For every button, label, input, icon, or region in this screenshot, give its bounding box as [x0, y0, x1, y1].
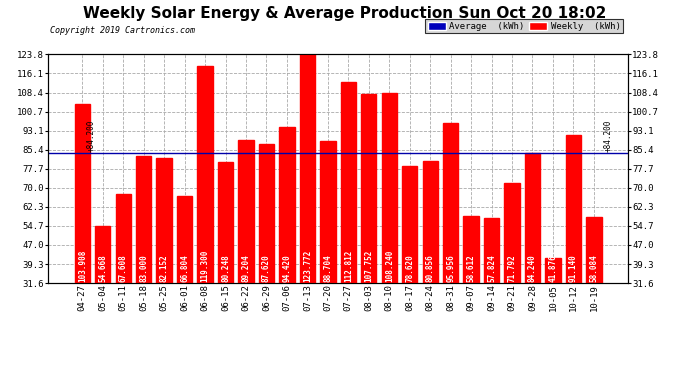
Text: 95.956: 95.956	[446, 254, 455, 282]
Bar	[157, 158, 172, 283]
Text: 107.752: 107.752	[364, 249, 373, 282]
Text: 57.824: 57.824	[487, 254, 496, 282]
Text: 82.152: 82.152	[159, 254, 168, 282]
Text: 58.084: 58.084	[589, 254, 598, 282]
Text: 87.620: 87.620	[262, 254, 271, 282]
Bar	[464, 216, 479, 283]
Text: 80.248: 80.248	[221, 254, 230, 282]
Text: +84.200: +84.200	[604, 120, 613, 152]
Bar	[586, 217, 602, 283]
Text: 112.812: 112.812	[344, 249, 353, 282]
Bar	[279, 127, 295, 283]
Legend: Average  (kWh), Weekly  (kWh): Average (kWh), Weekly (kWh)	[425, 19, 623, 33]
Bar	[75, 104, 90, 283]
Bar	[545, 258, 561, 283]
Text: 66.804: 66.804	[180, 254, 189, 282]
Bar	[525, 153, 540, 283]
Text: 84.240: 84.240	[528, 254, 537, 282]
Text: 78.620: 78.620	[405, 254, 414, 282]
Bar	[197, 66, 213, 283]
Bar	[238, 140, 254, 283]
Bar	[361, 94, 377, 283]
Bar	[402, 166, 417, 283]
Bar	[115, 194, 131, 283]
Text: 67.608: 67.608	[119, 254, 128, 282]
Text: 123.772: 123.772	[303, 249, 312, 282]
Bar	[382, 93, 397, 283]
Bar	[484, 218, 500, 283]
Bar	[177, 196, 193, 283]
Text: 54.668: 54.668	[98, 254, 107, 282]
Text: 89.204: 89.204	[241, 254, 250, 282]
Bar	[95, 226, 110, 283]
Text: 94.420: 94.420	[282, 254, 291, 282]
Bar	[136, 156, 151, 283]
Bar	[320, 141, 335, 283]
Text: Weekly Solar Energy & Average Production Sun Oct 20 18:02: Weekly Solar Energy & Average Production…	[83, 6, 607, 21]
Text: 83.000: 83.000	[139, 254, 148, 282]
Bar	[218, 162, 233, 283]
Text: 80.856: 80.856	[426, 254, 435, 282]
Bar	[259, 144, 274, 283]
Text: 71.792: 71.792	[508, 254, 517, 282]
Text: Copyright 2019 Cartronics.com: Copyright 2019 Cartronics.com	[50, 26, 195, 35]
Text: 103.908: 103.908	[78, 249, 87, 282]
Bar	[566, 135, 581, 283]
Text: 58.612: 58.612	[466, 254, 475, 282]
Bar	[443, 123, 458, 283]
Text: 108.240: 108.240	[385, 249, 394, 282]
Text: 41.876: 41.876	[549, 254, 558, 282]
Bar	[422, 161, 438, 283]
Text: 88.704: 88.704	[324, 254, 333, 282]
Bar	[299, 54, 315, 283]
Bar	[341, 82, 356, 283]
Text: 91.140: 91.140	[569, 254, 578, 282]
Text: +84.200: +84.200	[86, 120, 95, 152]
Bar	[504, 183, 520, 283]
Text: 119.300: 119.300	[201, 249, 210, 282]
